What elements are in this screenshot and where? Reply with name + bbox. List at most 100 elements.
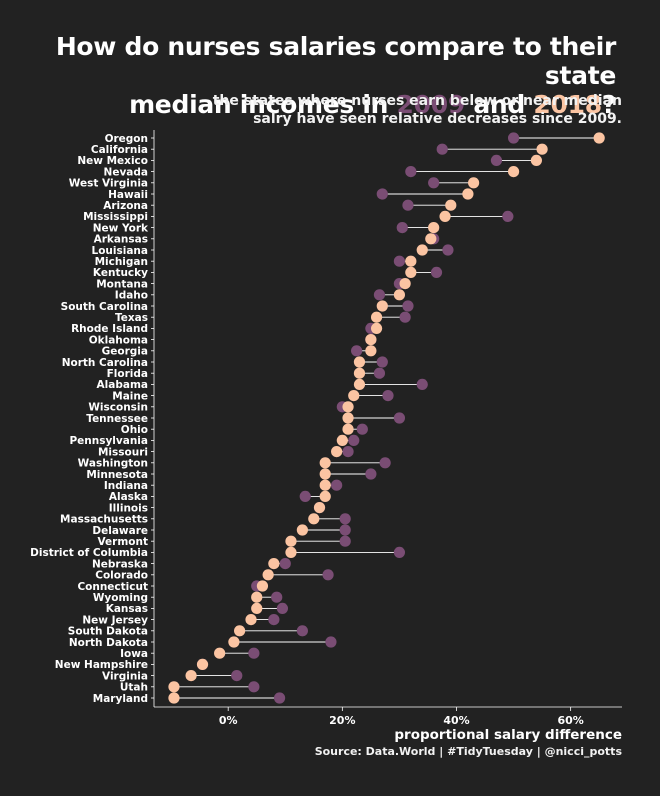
point-2009 [402, 300, 414, 312]
point-2018 [168, 681, 180, 693]
point-2018 [348, 390, 360, 402]
state-label: South Dakota [68, 626, 148, 638]
point-2009 [248, 681, 260, 693]
point-2018 [319, 457, 331, 469]
subtitle-line-1: the states where nurses earn below or ne… [212, 93, 622, 109]
state-label: Indiana [104, 480, 148, 492]
point-2018 [468, 177, 480, 189]
point-2009 [442, 244, 454, 256]
point-2009 [436, 143, 448, 155]
point-2018 [196, 658, 209, 671]
point-2018 [331, 446, 343, 458]
point-2018 [262, 569, 274, 581]
state-label: Wisconsin [88, 402, 148, 414]
point-2009 [428, 177, 440, 189]
x-axis-title: proportional salary difference [394, 727, 622, 743]
state-label: Iowa [120, 648, 148, 660]
point-2009 [365, 468, 377, 480]
point-2018 [268, 558, 280, 570]
point-2018 [507, 166, 520, 178]
state-label: New Mexico [77, 155, 148, 167]
state-label: Mississippi [83, 211, 148, 223]
point-2018 [399, 278, 411, 290]
state-label: Wyoming [93, 592, 148, 604]
point-2018 [319, 468, 331, 480]
chart-subtitle: the states where nurses earn below or ne… [213, 92, 622, 128]
point-2018 [393, 289, 406, 301]
subtitle-line-2: salry have seen relative decreases since… [253, 111, 622, 127]
point-2018 [256, 580, 269, 592]
state-label: Michigan [95, 256, 148, 268]
point-2018 [416, 244, 428, 256]
point-2009 [393, 546, 406, 559]
point-2009 [348, 434, 360, 446]
state-label: Alaska [109, 491, 148, 503]
state-label: Oregon [105, 133, 148, 145]
point-2018 [234, 625, 246, 637]
point-2018 [425, 233, 437, 245]
state-label: District of Columbia [30, 547, 148, 559]
point-2018 [214, 647, 226, 659]
state-label: Nebraska [92, 558, 148, 570]
state-label: West Virginia [69, 178, 148, 190]
state-label: Illinois [109, 502, 148, 514]
point-2018 [168, 692, 180, 704]
point-2009 [339, 535, 351, 547]
point-2009 [296, 625, 308, 637]
state-label: Delaware [92, 525, 148, 537]
point-2018 [319, 479, 331, 491]
point-2009 [402, 199, 414, 211]
point-2018 [353, 378, 366, 390]
point-2009 [507, 132, 520, 144]
point-2018 [185, 670, 197, 682]
point-2018 [593, 132, 605, 144]
point-2009 [273, 692, 286, 704]
point-2018 [228, 636, 240, 648]
state-label: Montana [96, 278, 148, 290]
point-2009 [373, 289, 386, 301]
point-2009 [299, 490, 311, 502]
point-2018 [370, 322, 383, 334]
point-2009 [382, 390, 394, 402]
state-label: New Hampshire [55, 659, 148, 671]
x-tick-label: 20% [329, 714, 355, 727]
state-label: Oklahoma [89, 334, 148, 346]
point-2018 [365, 345, 377, 357]
point-2018 [376, 300, 388, 312]
point-2018 [462, 188, 474, 200]
state-label: Florida [107, 368, 148, 380]
title-and: and [464, 90, 534, 119]
state-label: New York [93, 222, 149, 234]
state-label: Rhode Island [71, 323, 148, 335]
state-label: Connecticut [77, 581, 148, 593]
state-label: Idaho [115, 290, 148, 302]
state-label: North Carolina [62, 357, 148, 369]
title-year-2009: 2009 [396, 90, 466, 119]
point-2009 [379, 457, 391, 469]
state-label: Virginia [102, 670, 148, 682]
point-2009 [373, 367, 386, 379]
point-2009 [430, 266, 443, 278]
x-tick-label: 60% [557, 714, 583, 727]
axes-layer: 0% 20% 40% 60% [151, 130, 622, 727]
state-label: Hawaii [108, 189, 148, 201]
point-2009 [342, 446, 354, 458]
state-label: Tennessee [86, 413, 148, 425]
point-2018 [296, 524, 308, 536]
point-2018 [536, 143, 548, 155]
state-label: Alabama [97, 379, 148, 391]
point-2018 [285, 546, 297, 559]
point-2009 [231, 670, 243, 682]
title-line-2: median incomes in 2009 and 2018? [0, 90, 616, 119]
point-2018 [251, 602, 263, 615]
point-2018 [342, 412, 354, 424]
state-label: Pennsylvania [69, 435, 148, 447]
state-label: Massachusetts [60, 514, 148, 526]
point-2009 [356, 423, 368, 435]
chart-title: How do nurses salaries compare to their … [0, 32, 616, 119]
point-2018 [530, 154, 542, 166]
point-2009 [396, 222, 408, 234]
state-label: Vermont [97, 536, 148, 548]
